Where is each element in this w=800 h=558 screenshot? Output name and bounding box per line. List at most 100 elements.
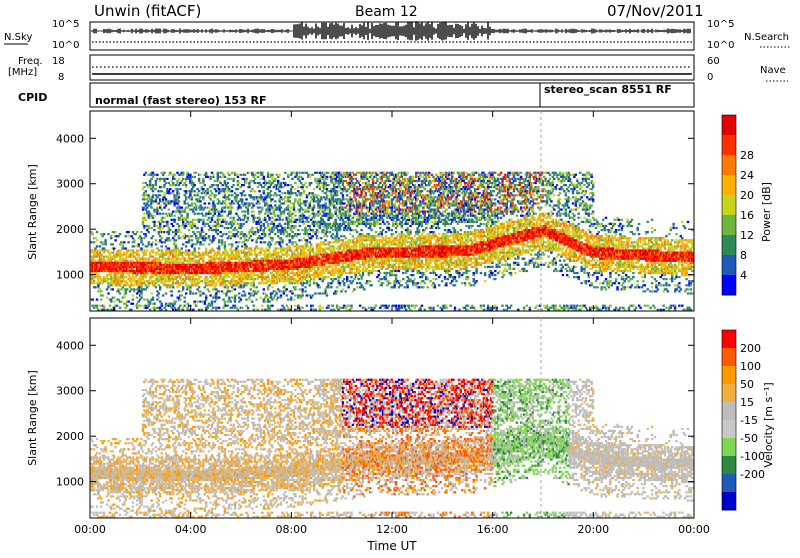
heatmap-cell <box>110 299 112 301</box>
heatmap-cell <box>181 209 183 211</box>
heatmap-cell <box>289 239 291 241</box>
heatmap-cell <box>204 207 206 209</box>
heatmap-cell <box>343 223 345 225</box>
heatmap-cell <box>130 278 132 280</box>
heatmap-cell <box>353 194 355 196</box>
heatmap-cell <box>184 227 186 229</box>
heatmap-cell <box>136 274 138 276</box>
heatmap-cell <box>194 190 196 192</box>
heatmap-cell <box>182 221 184 223</box>
heatmap-cell <box>337 268 339 270</box>
heatmap-cell <box>329 209 331 211</box>
heatmap-cell <box>219 182 221 184</box>
heatmap-cell <box>278 241 280 243</box>
heatmap-cell <box>184 233 186 235</box>
heatmap-cell <box>232 180 234 182</box>
heatmap-cell <box>326 231 328 233</box>
heatmap-cell <box>138 288 140 290</box>
heatmap-cell <box>163 217 165 219</box>
heatmap-cell <box>350 270 352 272</box>
heatmap-cell <box>284 227 286 229</box>
heatmap-cell <box>342 219 344 221</box>
heatmap-cell <box>296 172 298 174</box>
heatmap-cell <box>97 278 99 280</box>
heatmap-cell <box>125 307 127 309</box>
heatmap-cell <box>153 209 155 211</box>
heatmap-cell <box>179 305 181 307</box>
heatmap-cell <box>356 192 358 194</box>
heatmap-cell <box>257 172 259 174</box>
heatmap-cell <box>171 294 173 296</box>
heatmap-cell <box>319 180 321 182</box>
heatmap-cell <box>207 176 209 178</box>
heatmap-cell <box>294 233 296 235</box>
heatmap-cell <box>240 223 242 225</box>
heatmap-cell <box>324 243 326 245</box>
heatmap-cell <box>323 174 325 176</box>
heatmap-cell <box>110 272 112 274</box>
heatmap-cell <box>271 272 273 274</box>
heatmap-cell <box>248 299 250 301</box>
heatmap-cell <box>159 301 161 303</box>
heatmap-cell <box>132 276 134 278</box>
heatmap-cell <box>326 209 328 211</box>
heatmap-cell <box>240 249 242 251</box>
heatmap-cell <box>240 237 242 239</box>
heatmap-cell <box>322 247 324 249</box>
heatmap-cell <box>327 207 329 209</box>
heatmap-cell <box>290 221 292 223</box>
heatmap-cell <box>192 231 194 233</box>
heatmap-cell <box>214 221 216 223</box>
heatmap-cell <box>208 225 210 227</box>
heatmap-cell <box>163 194 165 196</box>
heatmap-cell <box>188 268 190 270</box>
heatmap-cell <box>168 276 170 278</box>
heatmap-cell <box>255 239 257 241</box>
heatmap-cell <box>185 219 187 221</box>
heatmap-cell <box>332 268 334 270</box>
heatmap-cell <box>316 235 318 237</box>
heatmap-cell <box>355 200 357 202</box>
heatmap-cell <box>156 178 158 180</box>
heatmap-cell <box>222 292 224 294</box>
heatmap-cell <box>99 249 101 251</box>
heatmap-cell <box>211 247 213 249</box>
heatmap-cell <box>276 194 278 196</box>
heatmap-cell <box>119 258 121 260</box>
heatmap-cell <box>222 233 224 235</box>
heatmap-cell <box>107 252 109 254</box>
heatmap-cell <box>286 305 288 307</box>
heatmap-cell <box>352 239 354 241</box>
heatmap-cell <box>149 186 151 188</box>
heatmap-cell <box>326 176 328 178</box>
heatmap-cell <box>276 227 278 229</box>
heatmap-cell <box>248 292 250 294</box>
heatmap-cell <box>324 182 326 184</box>
heatmap-cell <box>280 252 282 254</box>
heatmap-cell <box>296 174 298 176</box>
heatmap-cell <box>265 297 267 299</box>
heatmap-cell <box>248 237 250 239</box>
heatmap-cell <box>214 207 216 209</box>
heatmap-cell <box>317 184 319 186</box>
heatmap-cell <box>340 274 342 276</box>
heatmap-cell <box>222 221 224 223</box>
heatmap-cell <box>312 211 314 213</box>
heatmap-cell <box>264 204 266 206</box>
heatmap-cell <box>306 196 308 198</box>
heatmap-cell <box>260 282 262 284</box>
heatmap-cell <box>145 254 147 256</box>
heatmap-cell <box>268 245 270 247</box>
heatmap-cell <box>224 303 226 305</box>
heatmap-cell <box>250 274 252 276</box>
heatmap-cell <box>257 278 259 280</box>
heatmap-cell <box>208 237 210 239</box>
heatmap-cell <box>119 307 121 309</box>
heatmap-cell <box>217 176 219 178</box>
heatmap-cell <box>296 272 298 274</box>
heatmap-cell <box>221 235 223 237</box>
heatmap-cell <box>195 209 197 211</box>
heatmap-cell <box>293 202 295 204</box>
heatmap-cell <box>230 249 232 251</box>
heatmap-cell <box>136 307 138 309</box>
